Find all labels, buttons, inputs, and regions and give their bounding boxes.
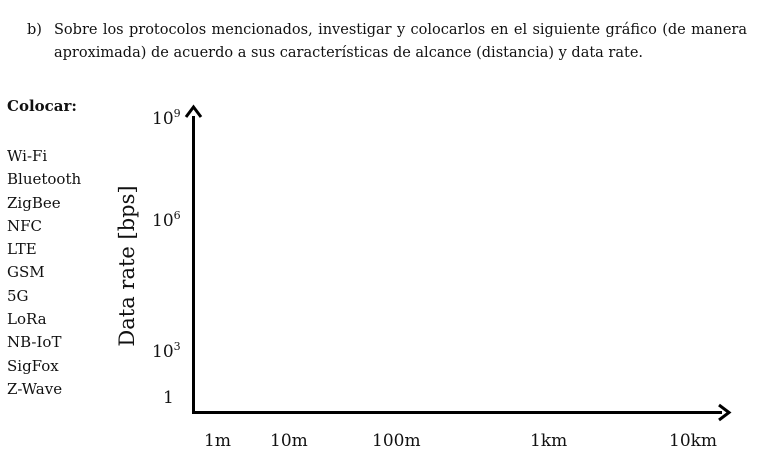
protocol-item: 5G [7,286,29,305]
protocol-item: ZigBee [7,193,61,212]
question-label: b) [27,22,42,38]
protocol-item: Z-Wave [7,379,63,398]
protocol-list-title: Colocar: [7,97,77,115]
protocol-item: SigFox [7,356,59,375]
question-text: Sobre los protocolos mencionados, invest… [54,22,747,61]
x-tick-label: 10m [270,431,308,451]
protocol-item: GSM [7,263,45,282]
y-axis-arrowhead [184,104,203,118]
x-tick-label: 1m [204,431,231,451]
y-tick-label: 1 [163,388,174,408]
protocol-item: Bluetooth [7,170,82,189]
y-tick-label: 109 [152,107,181,129]
question: b) Sobre los protocolos mencionados, inv… [27,19,747,65]
x-tick-label: 1km [530,431,568,451]
x-tick-label: 10km [669,431,718,451]
protocol-list: Wi-Fi Bluetooth ZigBee NFC LTE GSM 5G Lo… [7,145,81,401]
protocol-item: LoRa [7,310,47,329]
protocol-item: NFC [7,216,43,235]
protocol-item: NB-IoT [7,333,62,352]
x-tick-label: 100m [372,431,421,451]
protocol-item: LTE [7,240,37,259]
x-axis-arrowhead [718,403,732,422]
protocol-item: Wi-Fi [7,147,48,165]
y-tick-label: 103 [152,340,181,362]
y-tick-label: 106 [152,209,181,231]
